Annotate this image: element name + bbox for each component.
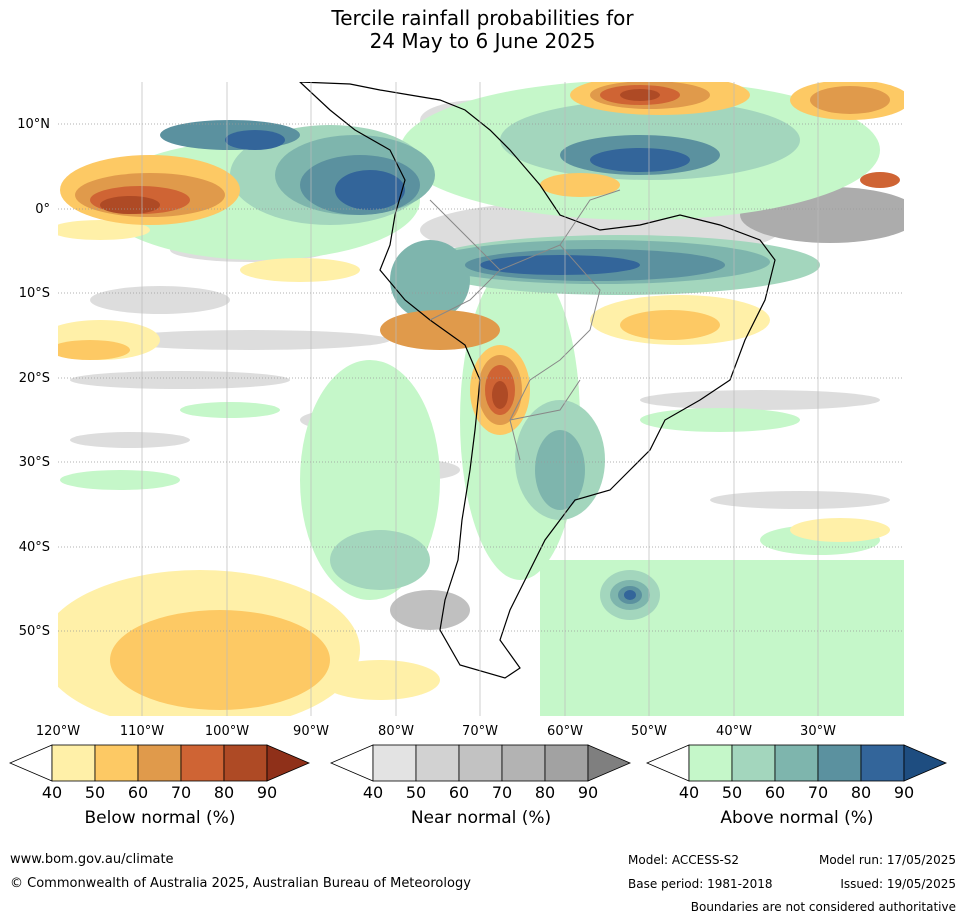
colorbar-tick-label: 40 bbox=[363, 783, 383, 802]
probability-field bbox=[58, 82, 904, 716]
colorbar-underflow bbox=[8, 744, 53, 782]
colorbar-tick-label: 80 bbox=[851, 783, 871, 802]
map-title-line2: 24 May to 6 June 2025 bbox=[369, 29, 596, 53]
colorbar-tick-label: 70 bbox=[808, 783, 828, 802]
colorbar-underflow bbox=[329, 744, 374, 782]
colorbar-overflow bbox=[903, 744, 948, 782]
lat-label: 20°S bbox=[19, 371, 50, 386]
base-period-text: Base period: 1981-2018 bbox=[628, 877, 773, 891]
lon-label: 30°W bbox=[800, 724, 836, 739]
copyright-text: © Commonwealth of Australia 2025, Austra… bbox=[10, 876, 471, 891]
colorbar-segment bbox=[180, 744, 225, 782]
colorbar: 40 50 60 70 80 90 bbox=[8, 744, 311, 802]
colorbar: 40 50 60 70 80 90 bbox=[329, 744, 632, 802]
colorbar-segment bbox=[372, 744, 417, 782]
model-text: Model: ACCESS-S2 bbox=[628, 853, 740, 867]
issued-text: Issued: 19/05/2025 bbox=[840, 877, 956, 891]
lon-label: 70°W bbox=[462, 724, 498, 739]
colorbar-tick-label: 40 bbox=[679, 783, 699, 802]
lat-label: 40°S bbox=[19, 540, 50, 555]
colorbar-tick-label: 70 bbox=[171, 783, 191, 802]
colorbar-segment bbox=[501, 744, 546, 782]
colorbar-segment bbox=[458, 744, 503, 782]
lon-label: 90°W bbox=[293, 724, 329, 739]
colorbar-segment bbox=[51, 744, 96, 782]
map-title-line1: Tercile rainfall probabilities for bbox=[331, 6, 634, 30]
colorbar-segment bbox=[731, 744, 776, 782]
model-run-text: Model run: 17/05/2025 bbox=[818, 853, 956, 867]
website-link[interactable]: www.bom.gov.au/climate bbox=[10, 852, 174, 867]
colorbar-segment bbox=[817, 744, 862, 782]
colorbar-tick-label: 90 bbox=[894, 783, 914, 802]
meridians bbox=[141, 82, 819, 716]
lon-label: 100°W bbox=[205, 724, 249, 739]
colorbar-tick-label: 80 bbox=[535, 783, 555, 802]
colorbar-underflow bbox=[645, 744, 690, 782]
colorbar-tick-label: 60 bbox=[128, 783, 148, 802]
colorbar-tick-label: 60 bbox=[765, 783, 785, 802]
legend-above-label: Above normal (%) bbox=[720, 808, 874, 828]
lat-label: 0° bbox=[35, 202, 50, 217]
colorbar-tick-label: 90 bbox=[578, 783, 598, 802]
colorbar-tick-label: 50 bbox=[722, 783, 742, 802]
lat-label: 10°S bbox=[19, 286, 50, 301]
colorbar-segment bbox=[223, 744, 268, 782]
colorbar-segment bbox=[688, 744, 733, 782]
country-borders bbox=[429, 189, 621, 461]
colorbar-tick-label: 70 bbox=[492, 783, 512, 802]
colorbar-segment bbox=[94, 744, 139, 782]
lat-label: 30°S bbox=[19, 455, 50, 470]
lon-label: 40°W bbox=[716, 724, 752, 739]
colorbar-segment bbox=[415, 744, 460, 782]
lon-label: 120°W bbox=[36, 724, 80, 739]
coastline bbox=[299, 82, 776, 679]
colorbar-segment bbox=[137, 744, 182, 782]
lon-label: 80°W bbox=[378, 724, 414, 739]
colorbar-segment bbox=[774, 744, 819, 782]
colorbar-tick-label: 80 bbox=[214, 783, 234, 802]
lat-label: 10°N bbox=[17, 117, 50, 132]
legend-below-label: Below normal (%) bbox=[84, 808, 236, 828]
colorbar-tick-label: 90 bbox=[257, 783, 277, 802]
colorbar-overflow bbox=[266, 744, 311, 782]
colorbar-tick-label: 40 bbox=[42, 783, 62, 802]
lon-label: 50°W bbox=[631, 724, 667, 739]
colorbar-tick-label: 50 bbox=[406, 783, 426, 802]
colorbar-overflow bbox=[587, 744, 632, 782]
lon-label: 60°W bbox=[547, 724, 583, 739]
disclaimer-text: Boundaries are not considered authoritat… bbox=[690, 900, 956, 914]
colorbar: 40 50 60 70 80 90 bbox=[645, 744, 948, 802]
colorbar-segment bbox=[860, 744, 905, 782]
legend-near-label: Near normal (%) bbox=[410, 808, 552, 828]
colorbar-tick-label: 50 bbox=[85, 783, 105, 802]
lon-label: 110°W bbox=[120, 724, 164, 739]
colorbar-tick-label: 60 bbox=[449, 783, 469, 802]
lat-label: 50°S bbox=[19, 624, 50, 639]
colorbar-segment bbox=[544, 744, 589, 782]
graticule bbox=[58, 123, 904, 632]
colorbars: 40 50 60 70 80 90 40 50 60 70 80 90 40 50 60 70 80 90 bbox=[8, 744, 948, 802]
